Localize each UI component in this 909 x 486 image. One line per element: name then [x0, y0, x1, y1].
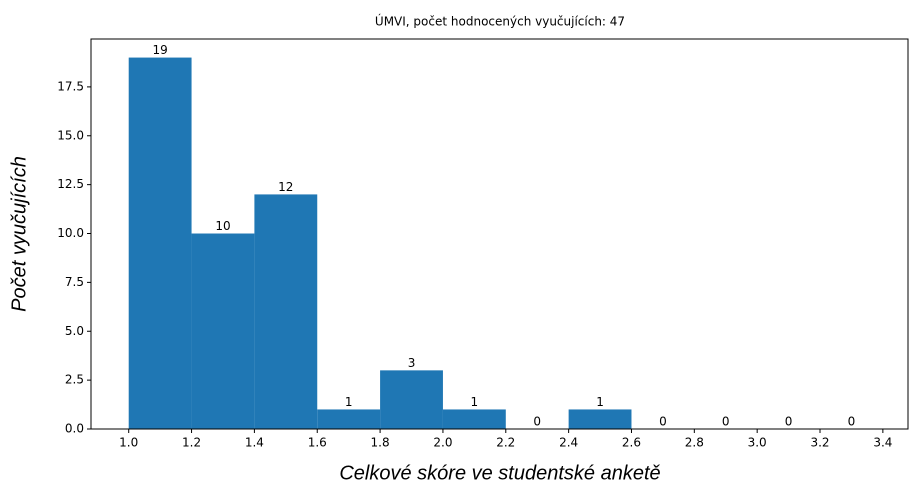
bar — [191, 233, 255, 429]
x-axis-label: Celkové skóre ve studentské anketě — [339, 462, 660, 484]
x-tick-label: 2.2 — [496, 436, 515, 450]
data-label: 1 — [345, 395, 353, 409]
x-tick-label: 3.2 — [810, 436, 829, 450]
x-tick-label: 2.6 — [622, 436, 641, 450]
data-label: 0 — [659, 415, 667, 429]
y-tick-label: 12.5 — [57, 177, 84, 191]
x-tick-label: 3.0 — [748, 436, 767, 450]
x-tick-label: 2.4 — [559, 436, 578, 450]
data-label: 1 — [471, 395, 479, 409]
y-tick-label: 2.5 — [65, 373, 84, 387]
data-label: 0 — [533, 415, 541, 429]
data-label: 0 — [848, 415, 856, 429]
chart-title: ÚMVI, počet hodnocených vyučujících: 47 — [375, 14, 625, 29]
data-label: 0 — [722, 415, 730, 429]
x-tick-label: 3.4 — [873, 436, 892, 450]
y-tick-label: 10.0 — [57, 226, 84, 240]
bar — [254, 194, 318, 429]
data-label: 1 — [596, 395, 604, 409]
bar — [317, 409, 381, 429]
x-tick-label: 1.2 — [182, 436, 201, 450]
x-tick-label: 1.6 — [308, 436, 327, 450]
bar — [442, 409, 506, 429]
data-label: 0 — [785, 415, 793, 429]
y-tick-label: 7.5 — [65, 275, 84, 289]
data-label: 3 — [408, 356, 416, 370]
bar — [568, 409, 632, 429]
x-tick-label: 2.0 — [433, 436, 452, 450]
x-tick-label: 1.0 — [119, 436, 138, 450]
y-tick-label: 0.0 — [65, 422, 84, 436]
x-tick-label: 2.8 — [685, 436, 704, 450]
y-tick-label: 15.0 — [57, 128, 84, 142]
y-tick-label: 5.0 — [65, 324, 84, 338]
y-axis-label: Počet vyučujících — [8, 156, 30, 312]
data-label: 12 — [278, 180, 293, 194]
y-tick-label: 17.5 — [57, 79, 84, 93]
bar — [128, 57, 192, 429]
x-tick-label: 1.8 — [371, 436, 390, 450]
data-label: 19 — [152, 43, 167, 57]
x-tick-label: 1.4 — [245, 436, 264, 450]
data-label: 10 — [215, 219, 230, 233]
bar — [380, 370, 443, 429]
